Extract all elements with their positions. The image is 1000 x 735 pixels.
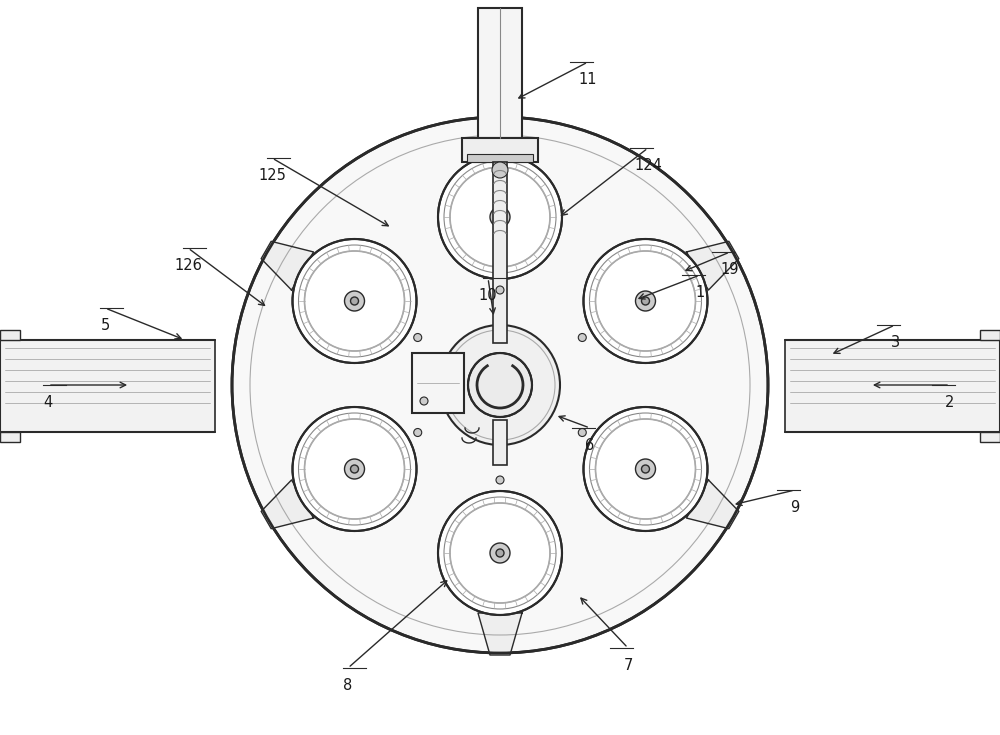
Circle shape: [496, 476, 504, 484]
Text: 124: 124: [634, 158, 662, 173]
Circle shape: [492, 162, 508, 178]
Text: 1: 1: [695, 285, 705, 300]
Bar: [785, 340, 1000, 432]
Polygon shape: [686, 241, 739, 290]
Circle shape: [635, 291, 655, 311]
Text: 6: 6: [585, 438, 595, 453]
Circle shape: [414, 429, 422, 437]
Text: 125: 125: [258, 168, 286, 183]
Polygon shape: [261, 241, 314, 290]
Bar: [980, 432, 1000, 442]
Circle shape: [496, 549, 504, 557]
Text: 19: 19: [721, 262, 739, 277]
Text: 8: 8: [343, 678, 353, 693]
Circle shape: [420, 397, 428, 405]
Polygon shape: [478, 115, 522, 157]
Text: 9: 9: [790, 500, 800, 515]
Circle shape: [490, 207, 510, 227]
Bar: [980, 330, 1000, 340]
Circle shape: [641, 297, 649, 305]
Polygon shape: [261, 480, 314, 528]
Bar: [467, 154, 533, 162]
Circle shape: [351, 465, 359, 473]
Circle shape: [496, 213, 504, 221]
Circle shape: [578, 429, 586, 437]
Circle shape: [293, 239, 417, 363]
Bar: [0, 330, 20, 340]
Circle shape: [438, 491, 562, 615]
Text: 4: 4: [43, 395, 53, 410]
Text: 10: 10: [479, 288, 497, 303]
Polygon shape: [478, 613, 522, 655]
Circle shape: [351, 297, 359, 305]
Circle shape: [490, 543, 510, 563]
Circle shape: [635, 459, 655, 479]
Text: 5: 5: [100, 318, 110, 333]
Bar: [478, 8, 522, 138]
Circle shape: [232, 117, 768, 653]
Circle shape: [438, 155, 562, 279]
Text: 11: 11: [579, 72, 597, 87]
Bar: [0, 340, 215, 432]
Bar: [412, 353, 464, 413]
Circle shape: [414, 334, 422, 342]
Circle shape: [583, 239, 707, 363]
Text: 7: 7: [623, 658, 633, 673]
Bar: [493, 162, 507, 343]
Circle shape: [641, 465, 649, 473]
Circle shape: [583, 407, 707, 531]
Bar: [462, 138, 538, 162]
Text: 2: 2: [945, 395, 955, 410]
Bar: [0, 432, 20, 442]
Circle shape: [440, 325, 560, 445]
Text: 126: 126: [174, 258, 202, 273]
Text: 3: 3: [890, 335, 900, 350]
Circle shape: [345, 459, 365, 479]
Circle shape: [468, 353, 532, 417]
Circle shape: [345, 291, 365, 311]
Bar: [493, 420, 507, 465]
Circle shape: [293, 407, 417, 531]
Circle shape: [496, 286, 504, 294]
Polygon shape: [686, 480, 739, 528]
Circle shape: [578, 334, 586, 342]
